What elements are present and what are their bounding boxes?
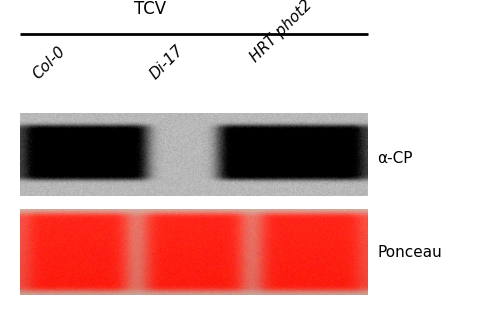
Text: TCV: TCV: [134, 0, 166, 18]
Text: Ponceau: Ponceau: [378, 245, 442, 260]
Text: HRT phot2: HRT phot2: [247, 0, 314, 65]
Text: α-CP: α-CP: [378, 151, 413, 166]
Text: Di-17: Di-17: [147, 43, 186, 83]
Text: Col-0: Col-0: [30, 44, 68, 83]
